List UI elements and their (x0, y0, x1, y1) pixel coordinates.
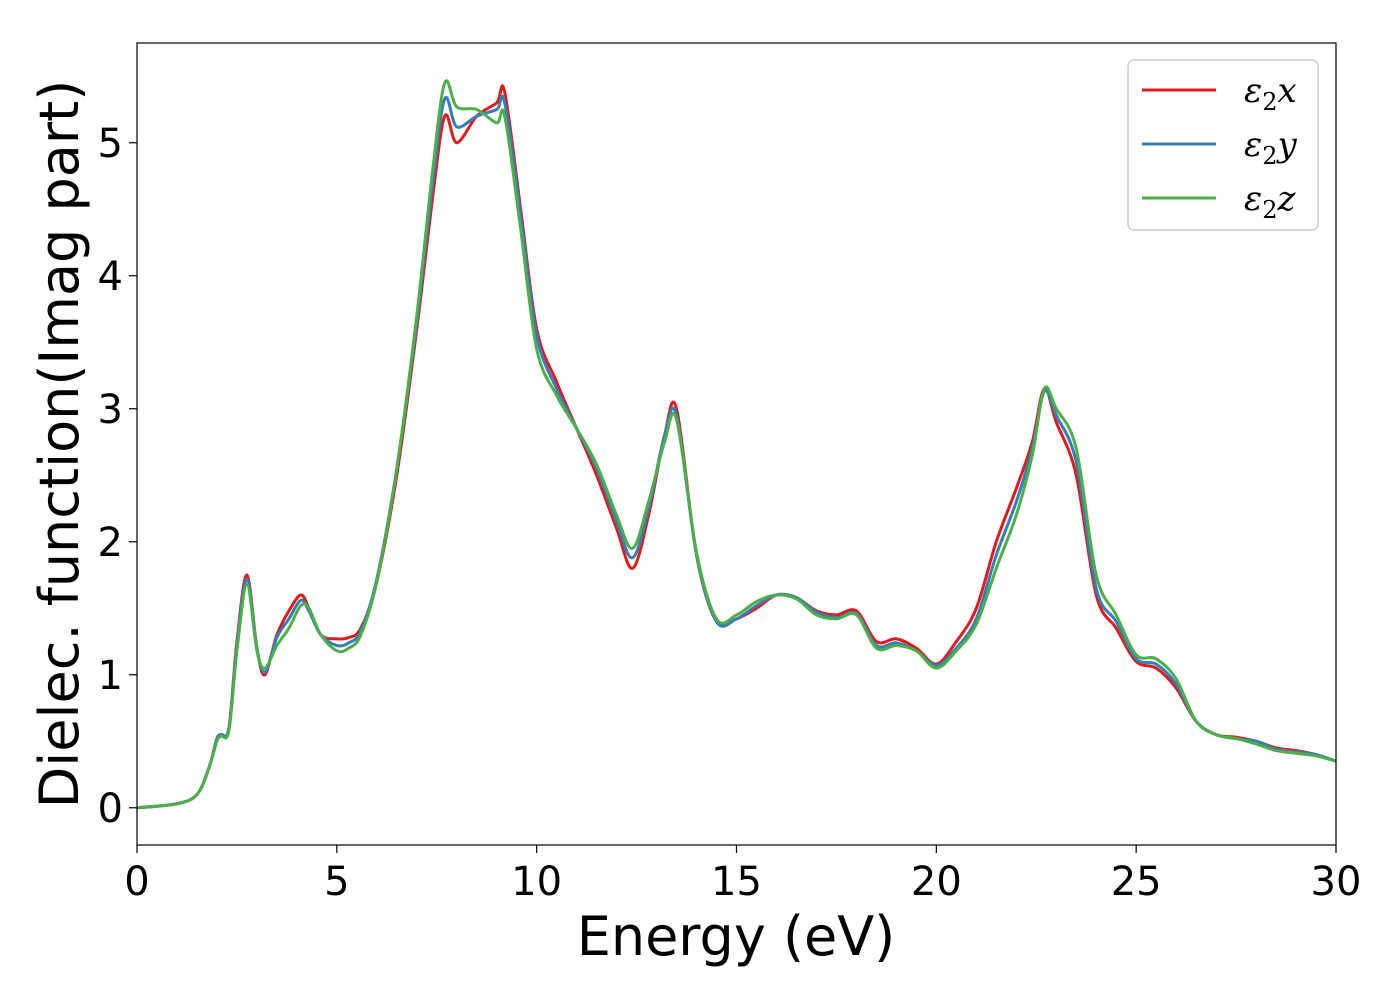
series-layer (136, 79, 1337, 810)
y-tick-label: 1 (98, 653, 123, 699)
x-tick-label: 30 (1311, 859, 1362, 905)
y-tick-label: 5 (98, 121, 123, 167)
x-tick-label: 0 (124, 859, 149, 905)
legend-box (1127, 59, 1319, 231)
series-line-z (136, 79, 1337, 810)
x-tick-label: 5 (324, 859, 349, 905)
legend-label-z: ε2z (1244, 179, 1297, 224)
y-tick-label: 0 (98, 786, 123, 832)
x-tick-label: 25 (1111, 859, 1162, 905)
y-axis-title: Dielec. function(Imag part) (28, 80, 91, 809)
y-tick-label: 3 (98, 387, 123, 433)
y-tick-label: 2 (98, 520, 123, 566)
series-line-y (136, 94, 1337, 810)
y-axis: 0 1 2 3 4 5 (98, 121, 137, 832)
legend-label-x: ε2x (1244, 71, 1297, 116)
x-axis-title: Energy (eV) (577, 905, 896, 968)
x-tick-label: 10 (511, 859, 562, 905)
x-axis: 0 5 10 15 20 25 30 (124, 845, 1361, 905)
legend: ε2x ε2y ε2z (1127, 59, 1319, 231)
x-tick-label: 15 (711, 859, 762, 905)
x-tick-label: 20 (911, 859, 962, 905)
y-tick-label: 4 (98, 254, 123, 300)
legend-label-y: ε2y (1244, 125, 1298, 170)
